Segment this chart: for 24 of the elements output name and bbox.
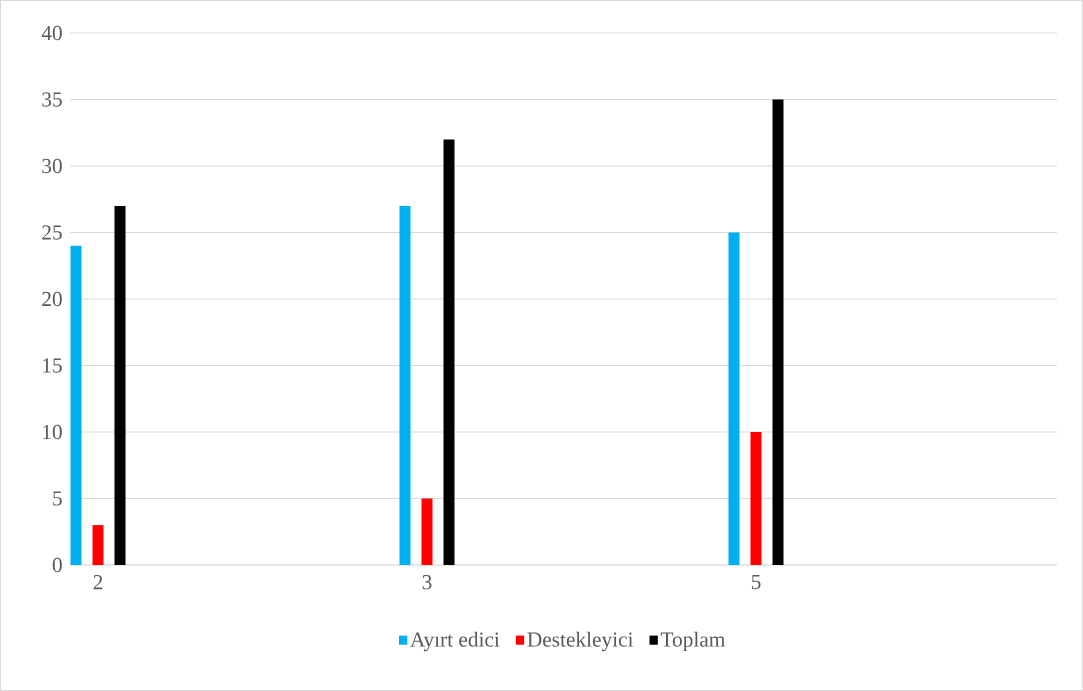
x-tick-label: 2 [93, 575, 103, 590]
bar [399, 205, 411, 565]
bar [728, 232, 740, 565]
y-tick-label: 30 [42, 158, 62, 174]
x-tick-label: 3 [422, 575, 432, 590]
y-tick-label: 40 [41, 25, 62, 41]
y-tick-label: 10 [43, 424, 62, 440]
y-tick-label: 25 [42, 225, 62, 240]
bar [92, 525, 104, 565]
bar [750, 431, 762, 565]
y-tick-label: 5 [53, 491, 62, 506]
legend-label: Toplam [660, 631, 726, 652]
x-tick-label: 5 [751, 575, 761, 590]
y-tick-label: 35 [42, 92, 62, 107]
y-tick-label: 20 [42, 291, 62, 307]
legend-label: Destekleyici [527, 631, 634, 652]
bar [772, 99, 784, 565]
bar [421, 498, 433, 565]
legend-label: Ayırt edici [410, 631, 500, 652]
bar [70, 245, 82, 565]
y-tick-label: 0 [52, 557, 62, 573]
y-tick-label: 15 [43, 358, 62, 373]
bar [114, 205, 126, 565]
bar [443, 139, 455, 565]
